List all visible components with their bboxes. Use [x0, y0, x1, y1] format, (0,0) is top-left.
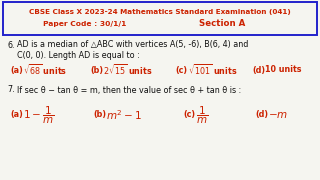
Text: $\sqrt{68}$ units: $\sqrt{68}$ units	[23, 63, 67, 77]
Text: (c): (c)	[183, 111, 195, 120]
Text: (b): (b)	[90, 66, 103, 75]
Text: $m^{2} - 1$: $m^{2} - 1$	[106, 108, 142, 122]
Text: $\sqrt{101}$ units: $\sqrt{101}$ units	[188, 63, 237, 77]
Text: CBSE Class X 2023-24 Mathematics Standard Examination (041): CBSE Class X 2023-24 Mathematics Standar…	[29, 9, 291, 15]
FancyBboxPatch shape	[3, 2, 317, 35]
Text: (d): (d)	[252, 66, 265, 75]
Text: $1 - \dfrac{1}{m}$: $1 - \dfrac{1}{m}$	[23, 104, 54, 126]
Text: $-m$: $-m$	[268, 110, 288, 120]
Text: AD is a median of △ABC with vertices A(5, -6), B(6, 4) and: AD is a median of △ABC with vertices A(5…	[17, 40, 248, 50]
Text: 10 units: 10 units	[265, 66, 301, 75]
Text: Section A: Section A	[199, 19, 245, 28]
Text: (d): (d)	[255, 111, 268, 120]
Text: 6.: 6.	[7, 40, 14, 50]
Text: C(0, 0). Length AD is equal to :: C(0, 0). Length AD is equal to :	[17, 51, 140, 60]
Text: If sec θ − tan θ = m, then the value of sec θ + tan θ is :: If sec θ − tan θ = m, then the value of …	[17, 86, 241, 94]
Text: (a): (a)	[10, 111, 23, 120]
Text: (c): (c)	[175, 66, 187, 75]
Text: (a): (a)	[10, 66, 23, 75]
Text: $\dfrac{1}{m}$: $\dfrac{1}{m}$	[196, 104, 208, 126]
Text: 7.: 7.	[7, 86, 15, 94]
Text: (b): (b)	[93, 111, 106, 120]
Text: $2\sqrt{15}$ units: $2\sqrt{15}$ units	[103, 63, 152, 77]
Text: Paper Code : 30/1/1: Paper Code : 30/1/1	[43, 21, 127, 27]
